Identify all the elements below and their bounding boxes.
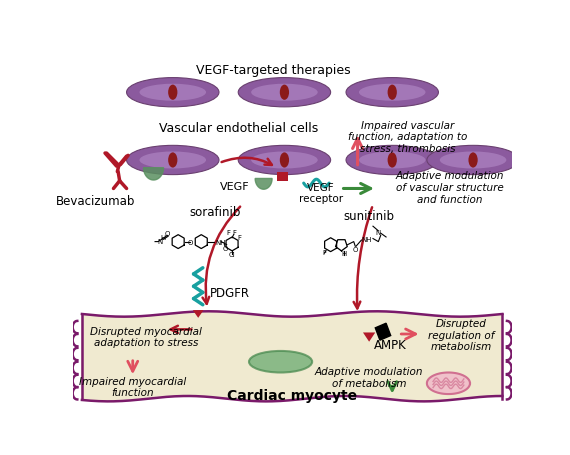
Text: O: O xyxy=(353,246,358,252)
Text: O: O xyxy=(188,239,193,245)
Text: Disrupted
regulation of
metabolism: Disrupted regulation of metabolism xyxy=(428,318,495,352)
Text: F: F xyxy=(323,249,327,255)
Text: Adaptive modulation
of metabolism: Adaptive modulation of metabolism xyxy=(315,367,424,388)
Polygon shape xyxy=(144,168,164,181)
Text: N: N xyxy=(157,238,162,245)
Ellipse shape xyxy=(249,351,312,373)
Text: AMPK: AMPK xyxy=(374,339,406,352)
Ellipse shape xyxy=(427,146,519,175)
Ellipse shape xyxy=(388,153,397,168)
Text: Bevacizumab: Bevacizumab xyxy=(56,194,136,207)
Ellipse shape xyxy=(127,78,219,108)
FancyArrow shape xyxy=(193,310,203,318)
Text: F: F xyxy=(238,234,242,240)
Ellipse shape xyxy=(469,153,478,168)
Text: F: F xyxy=(226,229,230,235)
Text: H: H xyxy=(342,251,347,257)
Ellipse shape xyxy=(251,152,317,169)
Ellipse shape xyxy=(359,85,425,101)
Ellipse shape xyxy=(388,86,397,101)
Ellipse shape xyxy=(238,78,331,108)
Text: PDGFR: PDGFR xyxy=(210,286,250,299)
Ellipse shape xyxy=(140,85,206,101)
Text: Vascular endothelial cells: Vascular endothelial cells xyxy=(158,121,318,134)
Text: O: O xyxy=(165,231,170,237)
Polygon shape xyxy=(375,324,390,340)
FancyArrow shape xyxy=(363,333,375,342)
Polygon shape xyxy=(427,373,470,394)
Ellipse shape xyxy=(140,152,206,169)
Text: VEGF-targeted therapies: VEGF-targeted therapies xyxy=(196,64,350,77)
Ellipse shape xyxy=(359,152,425,169)
Ellipse shape xyxy=(251,85,317,101)
Ellipse shape xyxy=(127,146,219,175)
Text: sunitinib: sunitinib xyxy=(344,209,394,222)
Text: N: N xyxy=(376,230,381,236)
Text: Disrupted myocardial
adaptation to stress: Disrupted myocardial adaptation to stres… xyxy=(90,326,202,347)
Text: NH: NH xyxy=(215,239,226,245)
Ellipse shape xyxy=(168,86,177,101)
Text: Impaired vascular
function, adaptation to
stress, thrombosis: Impaired vascular function, adaptation t… xyxy=(348,120,467,153)
Text: H: H xyxy=(160,234,165,240)
Polygon shape xyxy=(82,312,502,401)
Text: Impaired myocardial
function: Impaired myocardial function xyxy=(79,376,186,397)
Text: VEGF
receptor: VEGF receptor xyxy=(299,182,343,204)
Text: VEGF: VEGF xyxy=(219,182,249,192)
Text: F: F xyxy=(233,229,237,235)
Ellipse shape xyxy=(346,146,438,175)
Ellipse shape xyxy=(440,152,506,169)
Text: NH: NH xyxy=(361,236,372,242)
Ellipse shape xyxy=(280,86,289,101)
Ellipse shape xyxy=(238,146,331,175)
Polygon shape xyxy=(255,179,272,190)
Ellipse shape xyxy=(168,153,177,168)
Text: Cl: Cl xyxy=(229,251,235,258)
Ellipse shape xyxy=(280,153,289,168)
Text: Cardiac myocyte: Cardiac myocyte xyxy=(227,388,357,402)
Ellipse shape xyxy=(346,78,438,108)
Bar xyxy=(278,172,288,182)
Text: O: O xyxy=(222,245,228,251)
Text: Adaptive modulation
of vascular structure
and function: Adaptive modulation of vascular structur… xyxy=(396,171,504,204)
Text: sorafinib: sorafinib xyxy=(189,206,241,218)
